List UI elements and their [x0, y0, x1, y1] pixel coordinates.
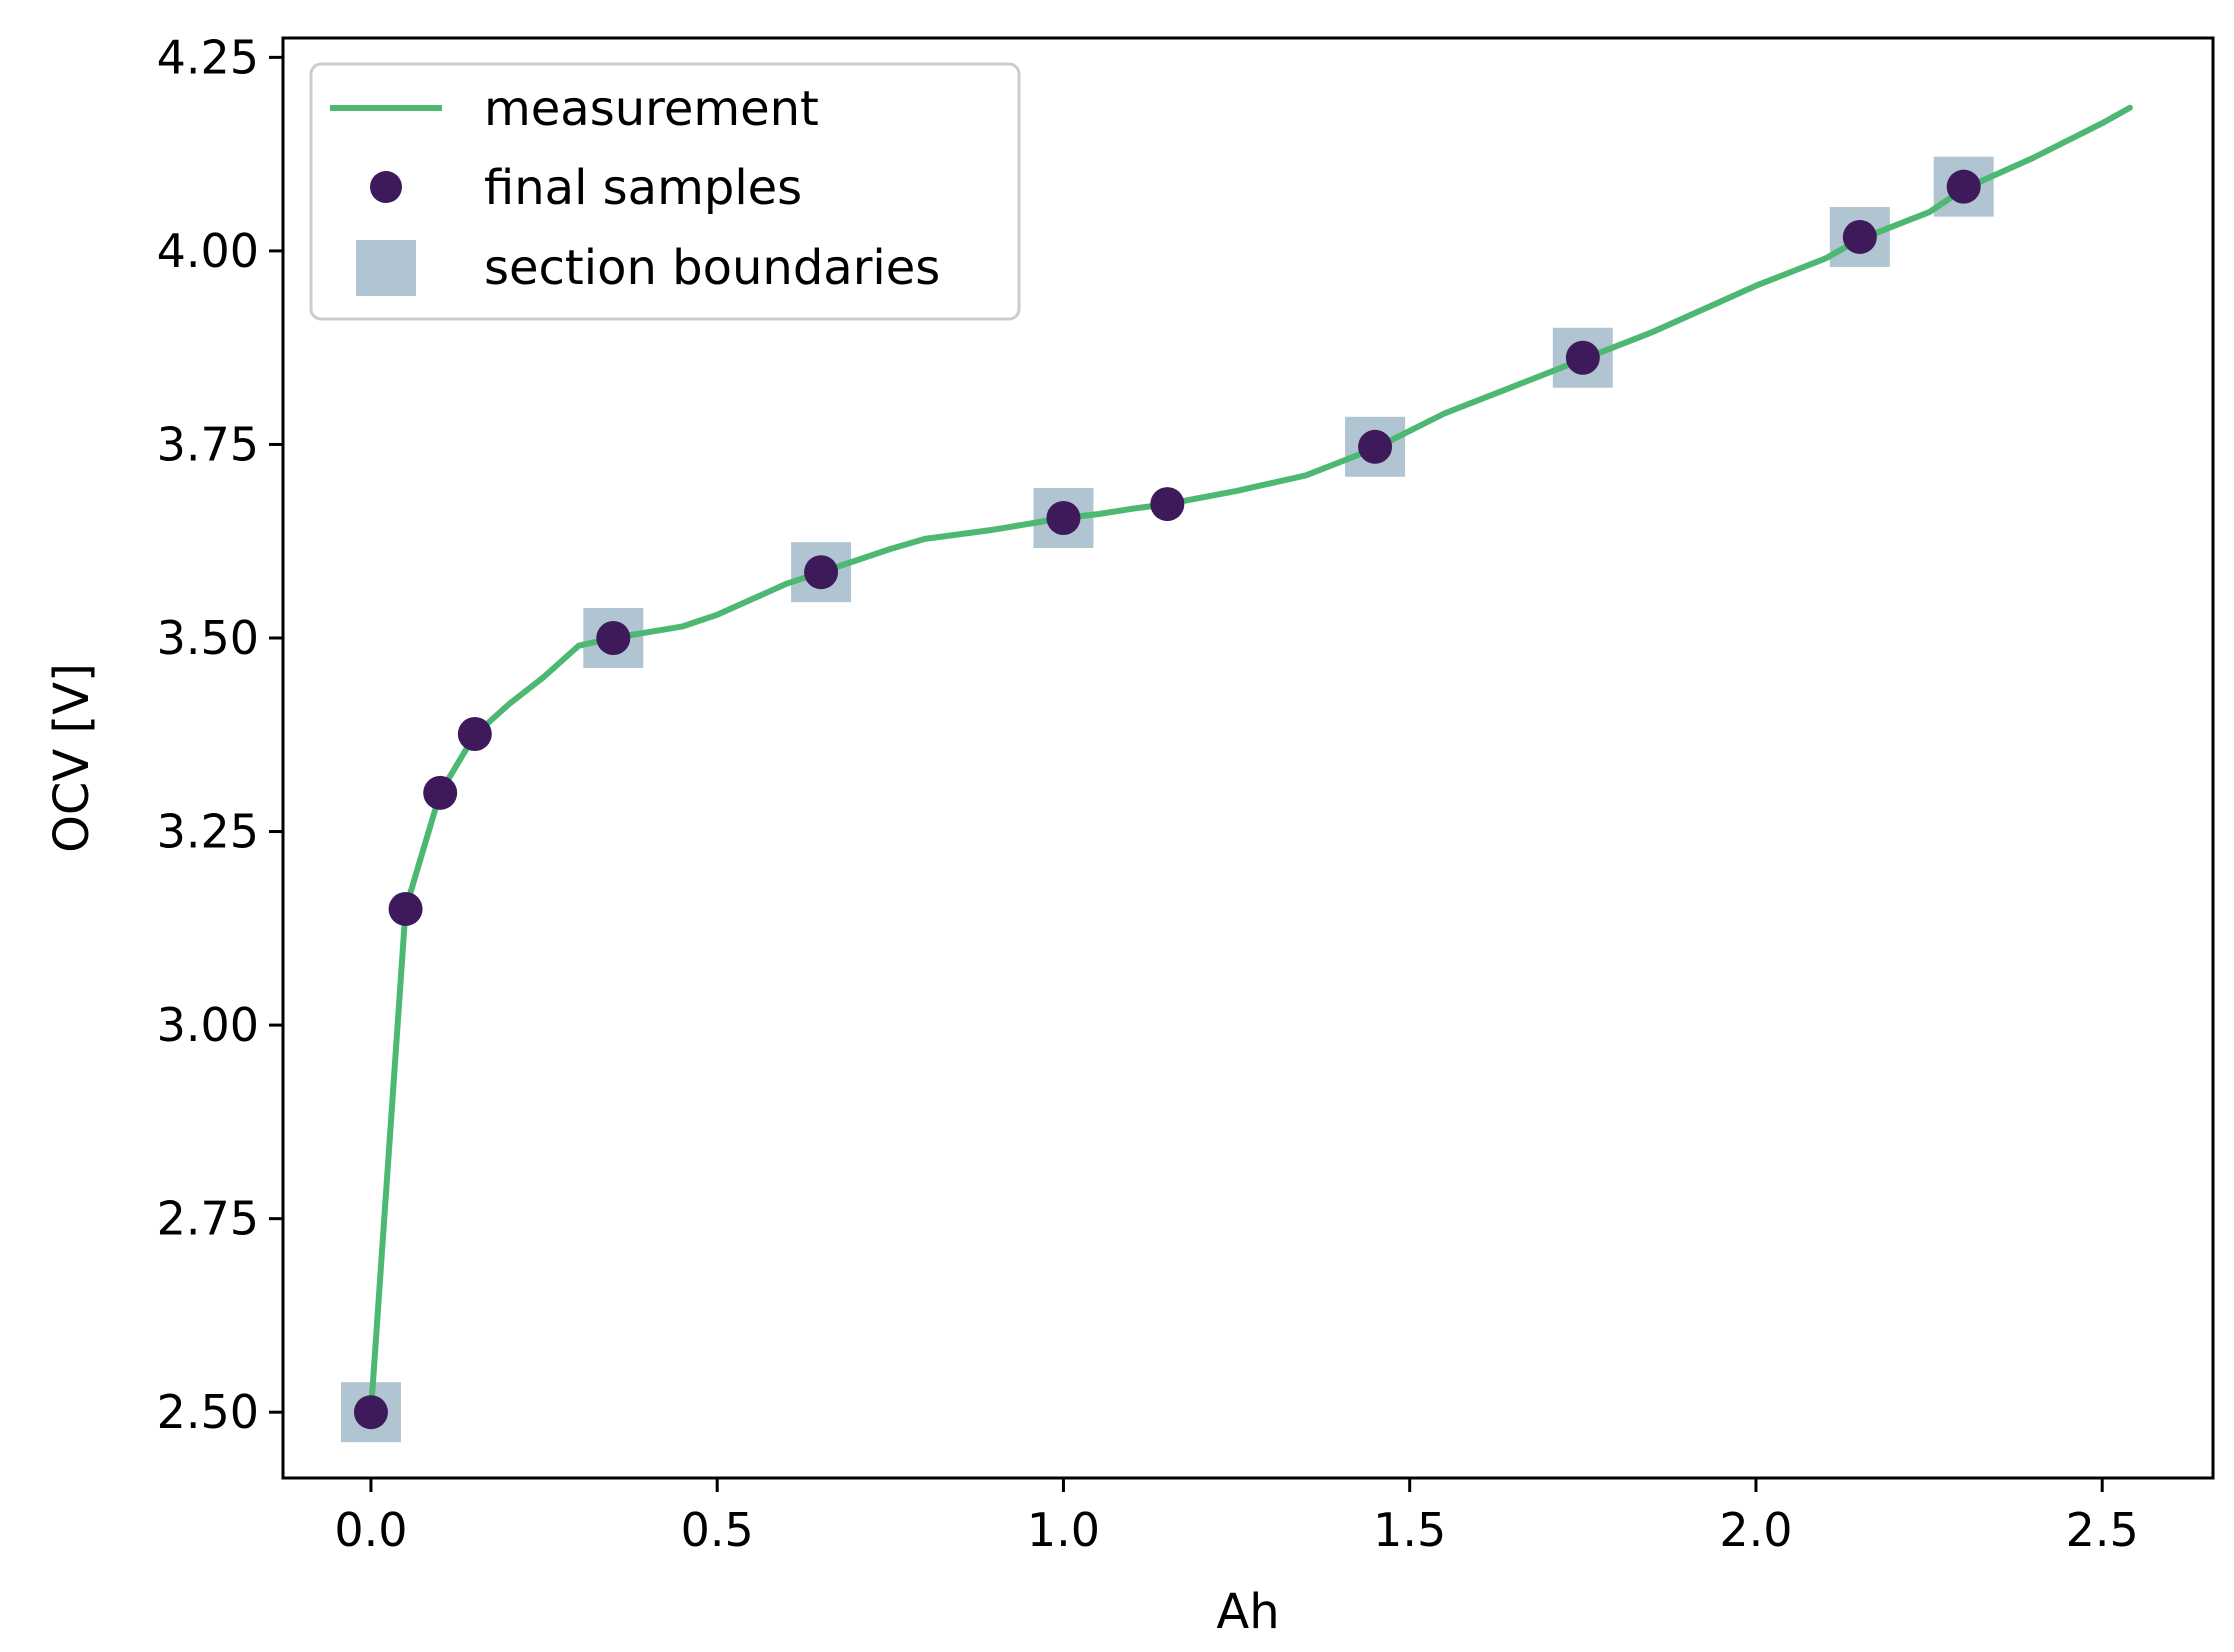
x-tick-label: 2.0	[1719, 1503, 1792, 1557]
legend: measurement final samples section bounda…	[309, 62, 1021, 321]
x-axis-label: Ah	[1216, 1584, 1279, 1640]
x-axis-ticks: 0.0 0.5 1.0 1.5 2.0 2.5	[334, 1478, 2139, 1557]
y-axis-ticks: 2.50 2.75 3.00 3.25 3.50 3.75 4.00 4.25	[157, 30, 283, 1439]
final-samples-layer	[353, 169, 1981, 1430]
legend-final-samples-swatch	[370, 171, 402, 203]
y-tick-label: 4.25	[157, 30, 259, 84]
y-tick-label: 4.00	[157, 224, 259, 278]
y-tick-label: 2.50	[157, 1385, 259, 1439]
x-tick-label: 0.0	[334, 1503, 407, 1557]
x-tick-label: 1.5	[1373, 1503, 1446, 1557]
legend-box	[309, 62, 1021, 321]
final-sample-point	[388, 891, 423, 926]
final-sample-point	[1358, 429, 1393, 464]
final-sample-point	[353, 1395, 388, 1430]
legend-final-samples-label: final samples	[484, 160, 802, 216]
y-axis-label: OCV [V]	[44, 663, 100, 853]
final-sample-point	[423, 775, 458, 810]
x-tick-label: 2.5	[2066, 1503, 2139, 1557]
final-sample-point	[1842, 219, 1877, 254]
final-sample-point	[596, 621, 631, 655]
final-sample-point	[1150, 487, 1185, 522]
legend-section-boundaries-swatch	[356, 240, 416, 296]
final-sample-point	[1946, 169, 1981, 204]
final-sample-point	[804, 555, 839, 590]
final-sample-point	[1046, 501, 1081, 535]
measurement-line	[367, 104, 2133, 1416]
y-tick-label: 3.00	[157, 998, 259, 1052]
y-tick-label: 3.25	[157, 805, 259, 859]
final-sample-point	[457, 717, 492, 751]
legend-measurement-label: measurement	[484, 81, 819, 137]
legend-section-boundaries-label: section boundaries	[484, 240, 940, 296]
plot-frame	[281, 36, 2215, 1480]
x-tick-label: 0.5	[681, 1503, 754, 1557]
y-tick-label: 2.75	[157, 1192, 259, 1246]
x-tick-label: 1.0	[1027, 1503, 1100, 1557]
final-sample-point	[1565, 340, 1600, 375]
y-tick-label: 3.50	[157, 611, 259, 665]
y-tick-label: 3.75	[157, 417, 259, 471]
